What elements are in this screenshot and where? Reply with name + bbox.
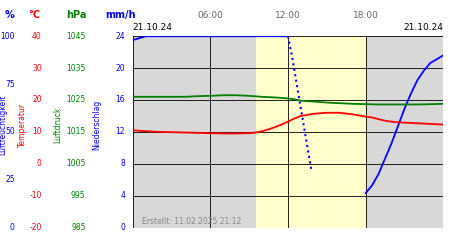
Text: -20: -20 — [30, 223, 42, 232]
Text: 25: 25 — [5, 175, 15, 184]
Text: 4: 4 — [120, 191, 125, 200]
Text: %: % — [4, 10, 14, 20]
Text: °C: °C — [28, 10, 40, 20]
Text: 21.10.24: 21.10.24 — [133, 24, 173, 32]
Text: 0: 0 — [37, 159, 42, 168]
Text: 40: 40 — [32, 32, 42, 41]
Text: 30: 30 — [32, 64, 42, 72]
Text: -10: -10 — [30, 191, 42, 200]
Bar — [256, 36, 365, 228]
Text: hPa: hPa — [67, 10, 87, 20]
Text: 1025: 1025 — [66, 96, 86, 104]
Text: 20: 20 — [116, 64, 125, 72]
Text: Luftfeuchtigkeit: Luftfeuchtigkeit — [0, 95, 8, 155]
Text: 21.10.24: 21.10.24 — [403, 24, 443, 32]
Text: 8: 8 — [120, 159, 125, 168]
Text: 1035: 1035 — [66, 64, 86, 72]
Text: 995: 995 — [71, 191, 86, 200]
Text: 1015: 1015 — [66, 127, 86, 136]
Text: Niederschlag: Niederschlag — [92, 100, 101, 150]
Text: 1045: 1045 — [66, 32, 86, 41]
Text: Temperatur: Temperatur — [18, 103, 27, 147]
Text: mm/h: mm/h — [105, 10, 135, 20]
Text: 06:00: 06:00 — [198, 11, 223, 20]
Text: 0: 0 — [120, 223, 125, 232]
Text: 20: 20 — [32, 96, 42, 104]
Text: 1005: 1005 — [66, 159, 86, 168]
Text: 12:00: 12:00 — [275, 11, 301, 20]
Text: 18:00: 18:00 — [353, 11, 378, 20]
Text: 16: 16 — [116, 96, 125, 104]
Text: 75: 75 — [5, 80, 15, 88]
Text: 24: 24 — [116, 32, 125, 41]
Text: 12: 12 — [116, 127, 125, 136]
Text: 50: 50 — [5, 127, 15, 136]
Text: 100: 100 — [0, 32, 15, 41]
Text: 0: 0 — [10, 223, 15, 232]
Text: Luftdruck: Luftdruck — [53, 107, 62, 143]
Text: 10: 10 — [32, 127, 42, 136]
Text: Erstellt: 11.02.2025 21:12: Erstellt: 11.02.2025 21:12 — [142, 217, 241, 226]
Text: 985: 985 — [71, 223, 86, 232]
